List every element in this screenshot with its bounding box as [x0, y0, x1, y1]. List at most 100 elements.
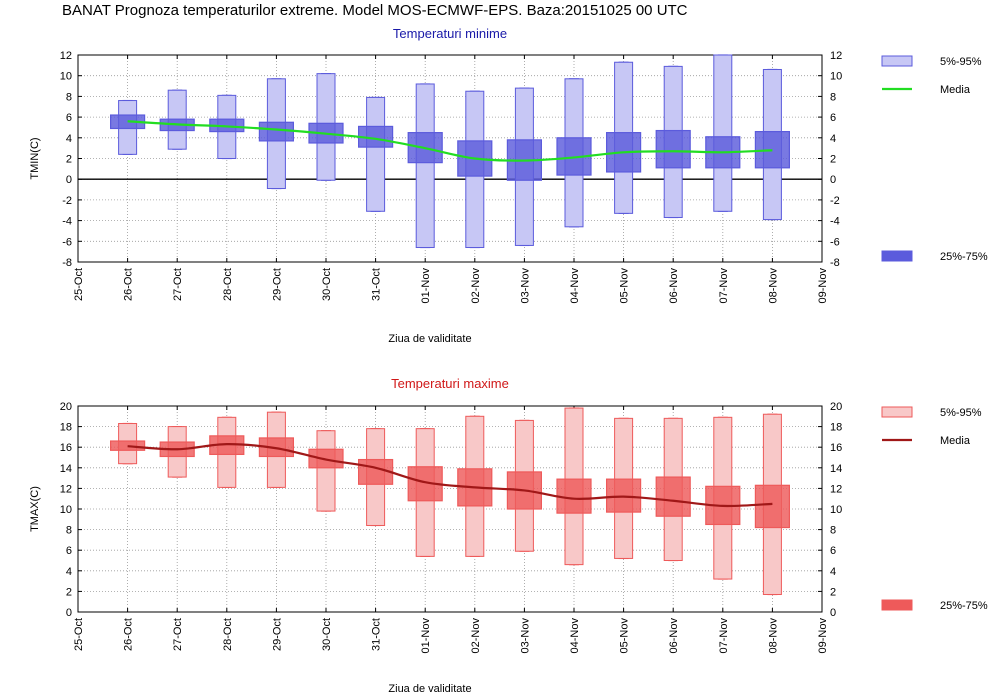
tmax-ytick-label-right: 12	[830, 483, 842, 495]
tmax-legend-label: 5%-95%	[940, 407, 982, 419]
tmin-ytick-label-right: -2	[830, 195, 840, 207]
tmax-ytick-label-right: 8	[830, 525, 836, 537]
tmin-xtick-label: 31-Oct	[371, 268, 383, 301]
tmin-legend-swatch-25-75	[881, 250, 913, 262]
tmax-x-axis-label: Ziua de validitate	[388, 683, 471, 695]
tmin-xtick-label: 08-Nov	[767, 268, 779, 304]
tmax-legend-swatch-5-95	[881, 406, 913, 418]
tmin-y-axis-label: TMIN(C)	[29, 137, 41, 179]
tmin-ytick-label-right: 12	[830, 50, 842, 62]
tmax-y-axis-label: TMAX(C)	[29, 486, 41, 532]
tmax-xtick-label: 04-Nov	[569, 618, 581, 654]
tmin-box-5-95	[713, 54, 733, 212]
tmax-xtick-label: 05-Nov	[619, 618, 631, 654]
tmax-box-25-75	[358, 458, 394, 485]
tmax-ytick-label-left: 18	[60, 422, 72, 434]
tmax-xtick-label: 03-Nov	[519, 618, 531, 654]
tmin-ytick-label-left: 10	[60, 71, 72, 83]
tmax-ytick-label-left: 0	[66, 607, 72, 619]
tmin-ytick-label-left: 12	[60, 50, 72, 62]
tmax-box-25-75	[754, 484, 791, 529]
tmin-ytick-label-left: -2	[62, 195, 72, 207]
tmin-box-25-75	[754, 130, 791, 169]
tmin-ytick-label-right: -4	[830, 216, 840, 228]
tmin-xtick-label: 30-Oct	[321, 268, 333, 301]
tmin-xtick-label: 28-Oct	[222, 268, 234, 301]
tmin-xtick-label: 07-Nov	[718, 268, 730, 304]
tmax-legend-label: 25%-75%	[940, 600, 988, 612]
tmax-xtick-label: 25-Oct	[73, 618, 85, 651]
tmax-ytick-label-right: 4	[830, 566, 836, 578]
tmax-chart-title: Temperaturi maxime	[391, 376, 509, 391]
tmax-ytick-label-right: 2	[830, 586, 836, 598]
tmin-ytick-label-right: -6	[830, 236, 840, 248]
tmax-ytick-label-left: 10	[60, 504, 72, 516]
tmin-ytick-label-left: -6	[62, 236, 72, 248]
tmin-legend-label: 5%-95%	[940, 56, 982, 68]
tmin-box-25-75	[407, 132, 443, 164]
tmax-ytick-label-right: 0	[830, 607, 836, 619]
tmin-ytick-label-right: 8	[830, 91, 836, 103]
tmin-ytick-label-left: -8	[62, 257, 72, 269]
tmax-legend-label: Media	[940, 435, 971, 447]
tmax-xtick-label: 08-Nov	[767, 618, 779, 654]
tmin-xtick-label: 29-Oct	[271, 268, 283, 301]
tmin-ytick-label-left: 8	[66, 91, 72, 103]
tmax-mean-line	[127, 443, 773, 508]
tmin-xtick-label: 05-Nov	[619, 268, 631, 304]
tmin-xtick-label: 26-Oct	[123, 268, 135, 301]
tmin-box-25-75	[258, 121, 294, 142]
tmin-legend-label: Media	[940, 84, 971, 96]
tmax-ytick-label-left: 20	[60, 401, 72, 413]
tmax-box-5-95	[316, 430, 336, 512]
tmin-ytick-label-right: 2	[830, 154, 836, 166]
tmin-xtick-label: 01-Nov	[420, 268, 432, 304]
tmax-xtick-label: 02-Nov	[470, 618, 482, 654]
tmin-xtick-label: 03-Nov	[519, 268, 531, 304]
tmax-box-25-75	[655, 476, 691, 517]
tmin-ytick-label-left: 4	[66, 133, 72, 145]
tmin-legend-swatch-5-95	[881, 55, 913, 67]
tmax-ytick-label-right: 6	[830, 545, 836, 557]
tmax-ytick-label-right: 10	[830, 504, 842, 516]
tmax-box-25-75	[556, 478, 592, 514]
tmax-ytick-label-right: 18	[830, 422, 842, 434]
tmax-ytick-label-left: 12	[60, 483, 72, 495]
tmin-x-axis-label: Ziua de validitate	[388, 333, 471, 345]
tmin-xtick-label: 09-Nov	[817, 268, 829, 304]
tmax-xtick-label: 07-Nov	[718, 618, 730, 654]
tmin-ytick-label-right: -8	[830, 257, 840, 269]
tmin-box-5-95	[366, 96, 386, 212]
tmin-ytick-label-left: 0	[66, 174, 72, 186]
tmin-mean-line	[127, 120, 773, 162]
tmax-ytick-label-right: 20	[830, 401, 842, 413]
tmin-ytick-label-left: 2	[66, 154, 72, 166]
tmin-xtick-label: 27-Oct	[172, 268, 184, 301]
tmax-xtick-label: 30-Oct	[321, 618, 333, 651]
tmin-box-5-95	[415, 83, 435, 249]
tmax-xtick-label: 01-Nov	[420, 618, 432, 654]
tmin-legend-label: 25%-75%	[940, 251, 988, 263]
tmin-ytick-label-left: 6	[66, 112, 72, 124]
tmax-ytick-label-left: 6	[66, 545, 72, 557]
tmax-xtick-label: 06-Nov	[668, 618, 680, 654]
main-title: BANAT Prognoza temperaturilor extreme. M…	[62, 2, 688, 19]
tmax-ytick-label-left: 8	[66, 525, 72, 537]
tmax-ytick-label-left: 2	[66, 586, 72, 598]
tmax-xtick-label: 29-Oct	[271, 618, 283, 651]
tmax-xtick-label: 31-Oct	[371, 618, 383, 651]
tmin-ytick-label-right: 10	[830, 71, 842, 83]
tmax-ytick-label-right: 14	[830, 463, 842, 475]
tmin-ytick-label-left: -4	[62, 216, 72, 228]
tmin-ytick-label-right: 0	[830, 174, 836, 186]
tmin-box-25-75	[655, 129, 691, 169]
tmax-xtick-label: 09-Nov	[817, 618, 829, 654]
tmax-box-25-75	[109, 440, 146, 451]
tmin-xtick-label: 06-Nov	[668, 268, 680, 304]
tmax-ytick-label-left: 16	[60, 442, 72, 454]
tmax-xtick-label: 27-Oct	[172, 618, 184, 651]
tmax-xtick-label: 26-Oct	[123, 618, 135, 651]
tmin-xtick-label: 25-Oct	[73, 268, 85, 301]
tmax-xtick-label: 28-Oct	[222, 618, 234, 651]
